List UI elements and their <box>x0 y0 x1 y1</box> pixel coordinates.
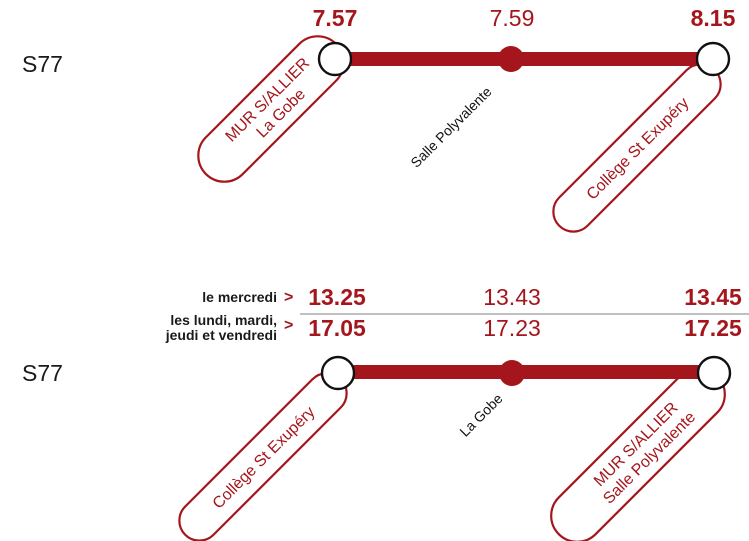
intermediate-time: 13.43 <box>483 284 541 310</box>
stop-label-end: Collège St Exupéry <box>552 63 722 233</box>
intermediate-time: 17.23 <box>483 315 541 341</box>
arrow-icon: > <box>284 317 293 334</box>
stop-name: Collège St Exupéry <box>584 95 693 204</box>
day-label-line1: les lundi, mardi, <box>170 312 277 328</box>
bottom-route: le mercredi > 13.25 13.43 13.45 les lund… <box>22 284 749 541</box>
intermediate-stop-label: Salle Polyvalente <box>407 83 494 170</box>
route-label: S77 <box>22 51 63 77</box>
stop-name: La Gobe <box>456 390 505 439</box>
arrow-icon: > <box>284 289 293 306</box>
end-stop-node <box>695 41 731 77</box>
stop-name: Salle Polyvalente <box>407 83 494 170</box>
top-route: S77 7.57 7.59 8.15 MUR S/ALLIER La Gobe … <box>22 5 736 233</box>
arrival-time: 13.45 <box>684 284 742 310</box>
start-stop-node <box>320 355 356 391</box>
arrival-time: 17.25 <box>684 315 742 341</box>
day-label: le mercredi <box>202 289 277 305</box>
departure-time: 7.57 <box>313 5 358 31</box>
start-stop-node <box>317 41 353 77</box>
intermediate-stop-node <box>499 360 525 386</box>
departure-time: 13.25 <box>308 284 366 310</box>
intermediate-time: 7.59 <box>490 5 535 31</box>
day-label-line2: jeudi et vendredi <box>165 327 277 343</box>
route-label: S77 <box>22 360 63 386</box>
stop-name: Collège St Exupéry <box>210 404 319 513</box>
arrival-time: 8.15 <box>691 5 736 31</box>
intermediate-stop-node <box>498 46 524 72</box>
end-stop-node <box>696 355 732 391</box>
stop-label-start: Collège St Exupéry <box>178 372 348 541</box>
departure-time: 17.05 <box>308 315 366 341</box>
intermediate-stop-label: La Gobe <box>456 390 505 439</box>
